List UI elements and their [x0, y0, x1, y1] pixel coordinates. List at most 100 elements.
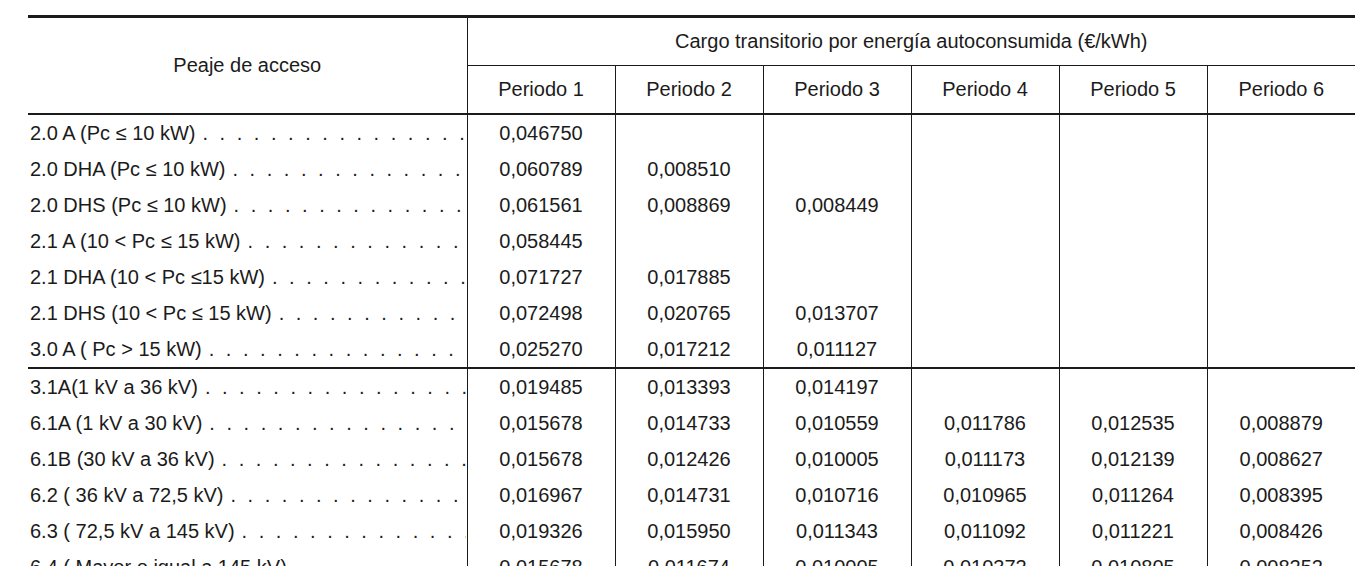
value-cell-period-5: [1059, 368, 1207, 405]
value-cell-period-6: [1207, 187, 1355, 223]
table-row: 3.1A(1 kV a 36 kV) . . . . . . . . . . .…: [28, 368, 1355, 405]
value-cell-period-1: 0,025270: [467, 331, 615, 368]
value-cell-period-4: [911, 151, 1059, 187]
value-cell-period-3: 0,010559: [763, 405, 911, 441]
corner-header-peaje-de-acceso: Peaje de acceso: [28, 17, 467, 115]
row-label: 2.1 DHS (10 < Pc ≤ 15 kW): [30, 302, 272, 325]
row-label-cell: 6.3 ( 72,5 kV a 145 kV) . . . . . . . . …: [28, 513, 467, 549]
value-cell-period-6: 0,008426: [1207, 513, 1355, 549]
group-header-cargo-transitorio: Cargo transitorio por energía autoconsum…: [467, 17, 1355, 66]
value-cell-period-6: [1207, 331, 1355, 368]
value-cell-period-3: 0,008449: [763, 187, 911, 223]
value-cell-period-3: 0,010005: [763, 441, 911, 477]
leader-dots: . . . . . . . . . . . . . . . . . . . . …: [205, 376, 466, 399]
value-cell-period-2: 0,014731: [615, 477, 763, 513]
value-cell-period-4: [911, 259, 1059, 295]
value-cell-period-3: [763, 223, 911, 259]
tariff-table: Peaje de acceso Cargo transitorio por en…: [28, 15, 1355, 566]
row-label-cell: 6.4 ( Mayor o igual a 145 kV) . . . . . …: [28, 549, 467, 566]
leader-dots: . . . . . . . . . . . . . . . . . . . . …: [209, 338, 466, 361]
table-row: 6.2 ( 36 kV a 72,5 kV) . . . . . . . . .…: [28, 477, 1355, 513]
value-cell-period-1: 0,046750: [467, 114, 615, 151]
table-body: 2.0 A (Pc ≤ 10 kW) . . . . . . . . . . .…: [28, 114, 1355, 566]
value-cell-period-6: 0,008627: [1207, 441, 1355, 477]
row-label-flex: 2.1 DHA (10 < Pc ≤15 kW) . . . . . . . .…: [30, 266, 466, 289]
row-label-flex: 2.0 A (Pc ≤ 10 kW) . . . . . . . . . . .…: [30, 122, 466, 145]
row-label: 6.4 ( Mayor o igual a 145 kV): [30, 556, 287, 566]
row-label: 3.0 A ( Pc > 15 kW): [30, 338, 202, 361]
row-label-cell: 2.0 DHS (Pc ≤ 10 kW) . . . . . . . . . .…: [28, 187, 467, 223]
leader-dots: . . . . . . . . . . . . . . . . . . . . …: [242, 520, 466, 543]
table-row: 6.1B (30 kV a 36 kV) . . . . . . . . . .…: [28, 441, 1355, 477]
leader-dots: . . . . . . . . . . . . . . . . . . . . …: [234, 194, 466, 217]
leader-dots: . . . . . . . . . . . . . . . . . . . . …: [232, 158, 465, 181]
row-label-flex: 2.1 A (10 < Pc ≤ 15 kW) . . . . . . . . …: [30, 230, 466, 253]
row-label-cell: 2.1 DHA (10 < Pc ≤15 kW) . . . . . . . .…: [28, 259, 467, 295]
value-cell-period-6: [1207, 259, 1355, 295]
row-label: 2.1 DHA (10 < Pc ≤15 kW): [30, 266, 265, 289]
value-cell-period-3: 0,010716: [763, 477, 911, 513]
value-cell-period-3: [763, 259, 911, 295]
row-label-cell: 6.1B (30 kV a 36 kV) . . . . . . . . . .…: [28, 441, 467, 477]
row-label-flex: 2.0 DHS (Pc ≤ 10 kW) . . . . . . . . . .…: [30, 194, 466, 217]
value-cell-period-1: 0,019485: [467, 368, 615, 405]
value-cell-period-6: 0,008252: [1207, 549, 1355, 566]
value-cell-period-5: 0,010805: [1059, 549, 1207, 566]
value-cell-period-1: 0,016967: [467, 477, 615, 513]
leader-dots: . . . . . . . . . . . . . . . . . . . . …: [248, 230, 466, 253]
value-cell-period-4: [911, 295, 1059, 331]
row-label-cell: 6.2 ( 36 kV a 72,5 kV) . . . . . . . . .…: [28, 477, 467, 513]
value-cell-period-1: 0,015678: [467, 441, 615, 477]
row-label-flex: 3.0 A ( Pc > 15 kW) . . . . . . . . . . …: [30, 338, 466, 361]
table-row: 2.0 DHA (Pc ≤ 10 kW) . . . . . . . . . .…: [28, 151, 1355, 187]
row-label-cell: 2.0 A (Pc ≤ 10 kW) . . . . . . . . . . .…: [28, 114, 467, 151]
value-cell-period-6: [1207, 223, 1355, 259]
row-label-flex: 2.0 DHA (Pc ≤ 10 kW) . . . . . . . . . .…: [30, 158, 466, 181]
leader-dots: . . . . . . . . . . . . . . . . . . . . …: [202, 122, 465, 145]
value-cell-period-6: [1207, 368, 1355, 405]
value-cell-period-3: 0,014197: [763, 368, 911, 405]
value-cell-period-6: [1207, 114, 1355, 151]
row-label-cell: 2.0 DHA (Pc ≤ 10 kW) . . . . . . . . . .…: [28, 151, 467, 187]
value-cell-period-2: 0,008869: [615, 187, 763, 223]
value-cell-period-1: 0,015678: [467, 549, 615, 566]
value-cell-period-5: [1059, 259, 1207, 295]
value-cell-period-6: 0,008395: [1207, 477, 1355, 513]
row-label-flex: 6.4 ( Mayor o igual a 145 kV) . . . . . …: [30, 556, 466, 566]
leader-dots: . . . . . . . . . . . . . . . . . . . . …: [272, 266, 466, 289]
value-cell-period-2: 0,017212: [615, 331, 763, 368]
period-3-header: Periodo 3: [763, 66, 911, 115]
value-cell-period-2: 0,011674: [615, 549, 763, 566]
period-4-header: Periodo 4: [911, 66, 1059, 115]
leader-dots: . . . . . . . . . . . . . . . . . . . . …: [230, 484, 465, 507]
value-cell-period-4: [911, 187, 1059, 223]
value-cell-period-3: 0,010005: [763, 549, 911, 566]
value-cell-period-5: 0,012535: [1059, 405, 1207, 441]
leader-dots: . . . . . . . . . . . . . . . . . . . . …: [222, 448, 466, 471]
row-label: 6.3 ( 72,5 kV a 145 kV): [30, 520, 235, 543]
period-5-header: Periodo 5: [1059, 66, 1207, 115]
value-cell-period-4: [911, 368, 1059, 405]
row-label-cell: 2.1 A (10 < Pc ≤ 15 kW) . . . . . . . . …: [28, 223, 467, 259]
value-cell-period-5: 0,012139: [1059, 441, 1207, 477]
value-cell-period-5: [1059, 151, 1207, 187]
row-label: 2.0 DHA (Pc ≤ 10 kW): [30, 158, 225, 181]
table-row: 6.4 ( Mayor o igual a 145 kV) . . . . . …: [28, 549, 1355, 566]
table-row: 2.1 DHS (10 < Pc ≤ 15 kW) . . . . . . . …: [28, 295, 1355, 331]
period-6-header: Periodo 6: [1207, 66, 1355, 115]
value-cell-period-2: 0,017885: [615, 259, 763, 295]
row-label-cell: 2.1 DHS (10 < Pc ≤ 15 kW) . . . . . . . …: [28, 295, 467, 331]
value-cell-period-2: 0,015950: [615, 513, 763, 549]
value-cell-period-4: [911, 114, 1059, 151]
value-cell-period-3: 0,011127: [763, 331, 911, 368]
row-label-flex: 6.2 ( 36 kV a 72,5 kV) . . . . . . . . .…: [30, 484, 466, 507]
value-cell-period-4: 0,011092: [911, 513, 1059, 549]
value-cell-period-4: 0,011786: [911, 405, 1059, 441]
value-cell-period-5: [1059, 295, 1207, 331]
value-cell-period-2: [615, 114, 763, 151]
leader-dots: . . . . . . . . . . . . . . . . . . . . …: [294, 556, 466, 566]
table-row: 6.3 ( 72,5 kV a 145 kV) . . . . . . . . …: [28, 513, 1355, 549]
value-cell-period-2: 0,020765: [615, 295, 763, 331]
row-label: 6.1B (30 kV a 36 kV): [30, 448, 215, 471]
value-cell-period-2: [615, 223, 763, 259]
